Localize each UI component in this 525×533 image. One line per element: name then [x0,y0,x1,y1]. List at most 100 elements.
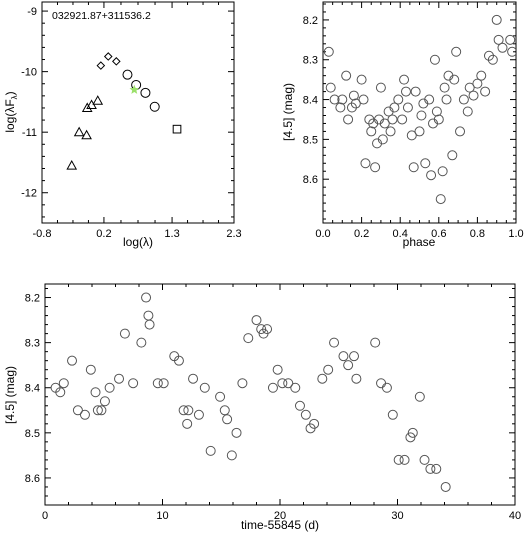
phase-circle-point [426,170,437,181]
time-circle-point [90,387,101,398]
phase-circle-point [431,106,442,117]
time-circle-point [152,378,163,389]
time-points [50,292,451,492]
time-y-tick-label: 8.4 [25,383,40,395]
time-circle-point [92,405,103,416]
phase-circle-point [389,102,400,113]
time-circle-point [128,378,139,389]
sed-circle-point [149,101,160,112]
time-circle-point [267,382,278,393]
time-circle-point [114,373,125,384]
time-circle-point [178,405,189,416]
time-circle-point [231,427,242,438]
time-circle-point [99,396,110,407]
time-circle-point [96,405,107,416]
time-circle-point [243,333,254,344]
time-circle-point [141,292,152,303]
time-circle-point [323,364,334,375]
time-circle-point [119,328,130,339]
sed-y-label-main: log(λF [3,99,17,132]
phase-circle-point [476,70,487,81]
time-circle-point [329,337,340,348]
sed-y-label-sub: λ [10,95,19,99]
sed-ticks: -0.8 0.2 1.3 2.3 -12 -11 -10 -9 [21,2,242,240]
time-circle-point [399,454,410,465]
sed-panel: -0.8 0.2 1.3 2.3 -12 -11 -10 -9 032921.87+31153… [3,1,242,249]
phase-circle-point [449,74,460,85]
phase-circle-point [410,86,421,97]
phase-circle-point [341,70,352,81]
time-circle-point [343,360,354,371]
time-circle-point [349,351,360,362]
time-circle-point [431,463,442,474]
time-y-axis-label: [4.5] (mag) [3,366,17,424]
time-x-tick-label: 30 [391,510,403,522]
sed-diamond-point [112,57,121,66]
phase-circle-point [420,158,431,169]
sed-y-label-close: ) [3,91,17,95]
sed-x-tick-label: 0.2 [96,228,111,240]
phase-circle-point [505,34,516,45]
phase-circle-point [356,74,367,85]
phase-circle-point [439,82,450,93]
sed-points [66,52,182,170]
time-circle-point [183,405,194,416]
time-circle-point [338,351,349,362]
phase-circle-point [406,130,417,141]
phase-x-axis-label: phase [403,235,436,249]
phase-circle-point [348,90,359,101]
sed-triangle-point [81,129,92,140]
time-circle-point [309,418,320,429]
phase-circle-point [350,98,361,109]
time-circle-point [173,355,184,366]
phase-circle-point [387,114,398,125]
time-circle-point [188,373,199,384]
time-circle-point [144,319,155,330]
phase-circle-point [325,82,336,93]
time-y-tick-label: 8.3 [25,338,40,350]
time-circle-point [425,463,436,474]
phase-circle-point [329,94,340,105]
phase-circle-point [493,34,504,45]
phase-circle-point [366,126,377,137]
time-circle-point [205,445,216,456]
phase-ticks: 0.0 0.2 0.4 0.6 0.8 1.0 8.2 8.3 8.4 8.5 8.6 [303,2,524,240]
time-plot-frame [44,283,516,506]
time-circle-point [182,418,193,429]
phase-x-tick-label: 0.4 [393,228,408,240]
time-circle-point [407,427,418,438]
sed-x-tick-label: 1.3 [164,228,179,240]
phase-circle-point [393,94,404,105]
time-circle-point [262,324,273,335]
sed-y-tick-label: -9 [27,6,37,18]
sed-triangle-point [73,126,85,137]
phase-circle-point [375,82,386,93]
time-circle-point [143,310,154,321]
sed-circle-point [122,69,133,80]
time-circle-point [237,378,248,389]
time-circle-point [294,400,305,411]
time-circle-point [55,387,66,398]
phase-circle-point [458,94,469,105]
phase-circle-point [480,86,491,97]
phase-circle-point [377,134,388,145]
time-x-tick-label: 20 [274,510,286,522]
time-y-tick-label: 8.6 [25,473,40,485]
phase-circle-point [455,126,466,137]
time-circle-point [215,391,226,402]
sed-triangle-point [92,95,104,105]
phase-y-tick-label: 8.3 [303,55,318,67]
sed-x-tick-label: 2.3 [226,228,241,240]
phase-circle-point [337,94,348,105]
time-circle-point [376,378,387,389]
time-circle-point [381,382,392,393]
phase-circle-point [507,46,516,57]
sed-y-axis-label: log(λFλ) [3,91,19,132]
phase-x-tick-label: 0.6 [431,228,446,240]
time-circle-point [277,378,288,389]
phase-y-tick-label: 8.4 [303,95,318,107]
sed-y-tick-label: -10 [21,67,37,79]
time-circle-point [226,450,237,461]
phase-panel: 0.0 0.2 0.4 0.6 0.8 1.08.28.38.48.58.6 phase … [281,1,524,249]
